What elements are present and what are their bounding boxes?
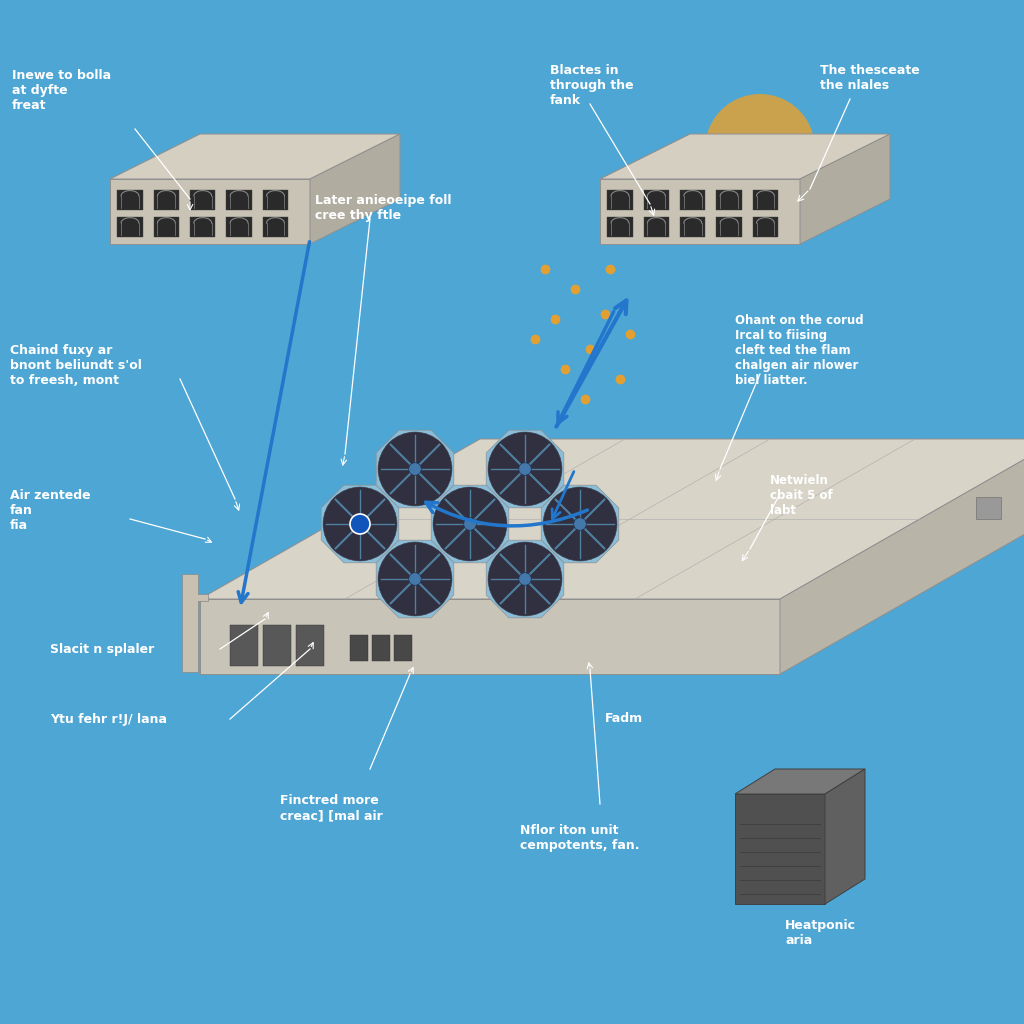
Polygon shape — [780, 439, 1024, 674]
Polygon shape — [376, 541, 454, 617]
Text: Air zentede
fan
fia: Air zentede fan fia — [10, 489, 91, 532]
Bar — [976, 497, 1001, 519]
Text: Later anieoeipe foll
cree thy ftle: Later anieoeipe foll cree thy ftle — [315, 194, 452, 222]
Circle shape — [409, 463, 421, 475]
Polygon shape — [680, 217, 706, 238]
Polygon shape — [542, 485, 618, 563]
Text: Inewe to bolla
at dyfte
freat: Inewe to bolla at dyfte freat — [12, 69, 112, 112]
Circle shape — [378, 542, 452, 616]
Text: Slacit n splaler: Slacit n splaler — [50, 642, 155, 655]
Polygon shape — [486, 430, 564, 508]
Polygon shape — [190, 189, 215, 210]
Text: Netwieln
cbait 5 of
labt: Netwieln cbait 5 of labt — [770, 474, 833, 517]
Bar — [296, 625, 324, 666]
Polygon shape — [200, 599, 780, 674]
Text: Ytu fehr r!J/ lana: Ytu fehr r!J/ lana — [50, 713, 167, 725]
Text: The thesceate
the nlales: The thesceate the nlales — [820, 63, 920, 92]
Polygon shape — [226, 217, 252, 238]
Circle shape — [519, 463, 531, 475]
Polygon shape — [431, 485, 509, 563]
Polygon shape — [182, 574, 208, 672]
Circle shape — [705, 94, 815, 204]
Polygon shape — [118, 217, 142, 238]
Polygon shape — [322, 485, 398, 563]
Polygon shape — [753, 189, 778, 210]
Circle shape — [433, 487, 507, 561]
Polygon shape — [486, 541, 564, 617]
Bar — [394, 635, 412, 662]
Text: Finctred more
creac] [mal air: Finctred more creac] [mal air — [280, 794, 383, 822]
Polygon shape — [190, 217, 215, 238]
Polygon shape — [110, 134, 400, 179]
Polygon shape — [800, 134, 890, 244]
Bar — [263, 625, 291, 666]
Polygon shape — [200, 439, 1024, 599]
Polygon shape — [644, 217, 669, 238]
Polygon shape — [644, 189, 669, 210]
Circle shape — [488, 542, 562, 616]
Circle shape — [323, 487, 397, 561]
Circle shape — [353, 518, 367, 530]
Polygon shape — [154, 217, 179, 238]
Circle shape — [519, 572, 531, 586]
Polygon shape — [376, 430, 454, 508]
Polygon shape — [825, 769, 865, 904]
Circle shape — [573, 518, 587, 530]
Polygon shape — [607, 189, 633, 210]
Text: Fadm: Fadm — [605, 713, 643, 725]
Polygon shape — [680, 189, 706, 210]
Polygon shape — [310, 134, 400, 244]
Polygon shape — [263, 189, 288, 210]
Polygon shape — [717, 217, 741, 238]
Circle shape — [409, 572, 421, 586]
Polygon shape — [735, 769, 865, 794]
Bar — [372, 635, 390, 662]
Text: Chaind fuxy ar
bnont beliundt s'ol
to freesh, mont: Chaind fuxy ar bnont beliundt s'ol to fr… — [10, 344, 142, 387]
Polygon shape — [263, 217, 288, 238]
Circle shape — [464, 518, 476, 530]
Polygon shape — [753, 217, 778, 238]
Polygon shape — [118, 189, 142, 210]
Polygon shape — [600, 179, 800, 244]
Circle shape — [350, 514, 370, 534]
Polygon shape — [600, 134, 890, 179]
Text: Heatponic
aria: Heatponic aria — [785, 919, 856, 947]
Circle shape — [378, 432, 452, 506]
Text: Ohant on the corud
Ircal to fiising
cleft ted the flam
chalgen air nlower
biel l: Ohant on the corud Ircal to fiising clef… — [735, 314, 863, 387]
Polygon shape — [154, 189, 179, 210]
Text: Nflor iton unit
cempotents, fan.: Nflor iton unit cempotents, fan. — [520, 824, 640, 852]
Circle shape — [543, 487, 616, 561]
Polygon shape — [110, 179, 310, 244]
Circle shape — [488, 432, 562, 506]
Bar — [230, 625, 258, 666]
Polygon shape — [607, 217, 633, 238]
Text: Blactes in
through the
fank: Blactes in through the fank — [550, 63, 634, 106]
Polygon shape — [226, 189, 252, 210]
Polygon shape — [735, 794, 825, 904]
Bar — [350, 635, 368, 662]
Polygon shape — [717, 189, 741, 210]
